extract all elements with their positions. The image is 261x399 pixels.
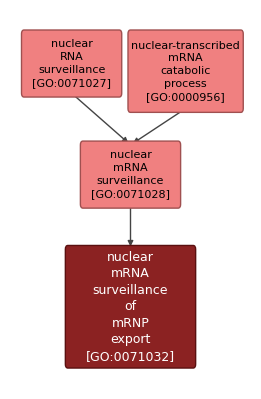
FancyBboxPatch shape [65, 245, 196, 368]
FancyBboxPatch shape [21, 30, 122, 97]
Text: nuclear
RNA
surveillance
[GO:0071027]: nuclear RNA surveillance [GO:0071027] [32, 40, 111, 88]
FancyBboxPatch shape [80, 141, 181, 208]
FancyBboxPatch shape [128, 30, 243, 113]
Text: nuclear-transcribed
mRNA
catabolic
process
[GO:0000956]: nuclear-transcribed mRNA catabolic proce… [131, 41, 240, 102]
Text: nuclear
mRNA
surveillance
of
mRNP
export
[GO:0071032]: nuclear mRNA surveillance of mRNP export… [86, 251, 175, 363]
Text: nuclear
mRNA
surveillance
[GO:0071028]: nuclear mRNA surveillance [GO:0071028] [91, 150, 170, 199]
